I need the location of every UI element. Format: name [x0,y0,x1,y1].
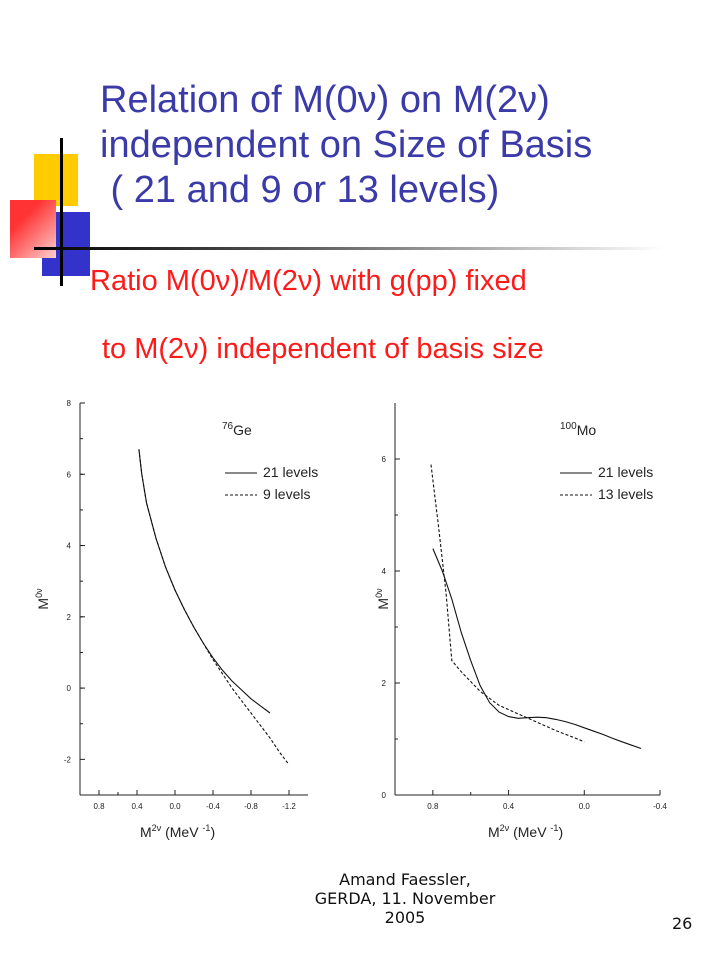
x-axis-label-close: ) [558,824,563,840]
chart-panel-ge: -2 0 2 4 6 8 0.8 0.4 0.0 -0.4 -0.8 -1.2 21 levels 9 l… [34,399,318,840]
x-tick-label: 0.8 [427,802,439,811]
deco-yellow-square [34,154,78,206]
nucleus-label: 100Mo [560,421,596,438]
series-line-solid [138,449,271,714]
y-tick-label: 6 [382,455,387,464]
y-axis-label: M0ν [374,588,391,610]
x-axis-label-base: M [488,824,500,840]
y-tick-label: 0 [67,684,72,693]
nucleus-mass: 100 [560,421,577,432]
series-line-dashed [430,464,585,743]
nucleus-mass: 76 [222,421,234,432]
y-tick-label: 0 [382,791,387,800]
title-line-2: independent on Size of Basis [100,124,593,166]
slide-title: Relation of M(0ν) on M(2ν) independent o… [100,78,700,213]
deco-vertical-line [60,138,63,286]
y-tick-label: 2 [382,679,387,688]
series-line-dashed [138,449,290,766]
y-tick-label: 8 [67,399,72,408]
y-tick-label: 6 [67,470,72,479]
chart-figure: -2 0 2 4 6 8 0.8 0.4 0.0 -0.4 -0.8 -1.2 21 levels 9 l… [34,399,667,840]
subtitle-line-1: Ratio M(0ν)/M(2ν) with g(pp) fixed [90,265,527,297]
x-axis-label-unit-sup: -1 [550,823,558,833]
subtitle-line-2: to M(2ν) independent of basis size [102,333,544,365]
x-tick-label: 0.4 [503,802,515,811]
x-axis-label-close: ) [210,824,215,840]
x-axis-label-unit-sup: -1 [202,823,210,833]
y-tick-label: 2 [67,613,72,622]
x-tick-label: -0.4 [206,802,220,811]
x-axis-label: M2ν (MeV -1) [488,823,563,840]
x-axis-label-sup: 2ν [152,823,162,833]
footer-line-1: Amand Faessler, [339,870,471,889]
x-axis-label-sup: 2ν [500,823,510,833]
y-tick-label: -2 [64,755,72,764]
y-axis-label-sup: 0ν [374,588,384,598]
title-line-3: ( 21 and 9 or 13 levels) [100,169,500,211]
nucleus-symbol: Mo [577,422,597,438]
x-tick-label: -1.2 [282,802,296,811]
y-axis-label-sup: 0ν [34,588,44,598]
x-tick-label: -0.8 [244,802,258,811]
nucleus-label: 76Ge [222,421,252,438]
y-tick-label: 4 [382,567,387,576]
nucleus-symbol: Ge [233,422,252,438]
x-tick-label: -0.4 [653,802,667,811]
y-tick-label: 4 [67,542,72,551]
title-line-1: Relation of M(0ν) on M(2ν) [100,79,550,121]
y-axis-label: M0ν [34,588,51,610]
deco-horizontal-line [34,247,664,250]
x-tick-label: 0.8 [93,802,105,811]
legend-label: 21 levels [263,464,318,480]
footer-line-2: GERDA, 11. November [314,889,496,908]
x-axis-label: M2ν (MeV -1) [140,823,215,840]
series-line-solid [432,548,642,750]
x-tick-label: 0.4 [131,802,143,811]
x-axis-label-unit: (MeV [509,824,550,840]
x-tick-label: 0.0 [169,802,181,811]
x-axis-label-unit: (MeV [161,824,202,840]
y-axis-label-base: M [375,598,391,610]
footer-credit: Amand Faessler, GERDA, 11. November 2005 [300,870,510,927]
legend-label: 21 levels [598,464,653,480]
legend-label: 13 levels [598,486,653,502]
page-number: 26 [672,914,693,933]
footer-line-3: 2005 [384,908,426,927]
x-tick-label: 0.0 [579,802,591,811]
legend-label: 9 levels [263,486,310,502]
x-axis-label-base: M [140,824,152,840]
y-axis-label-base: M [35,598,51,610]
chart-panel-mo: 0 2 4 6 0.8 0.4 0.0 -0.4 21 levels 13 levels 100Mo… [374,403,667,840]
